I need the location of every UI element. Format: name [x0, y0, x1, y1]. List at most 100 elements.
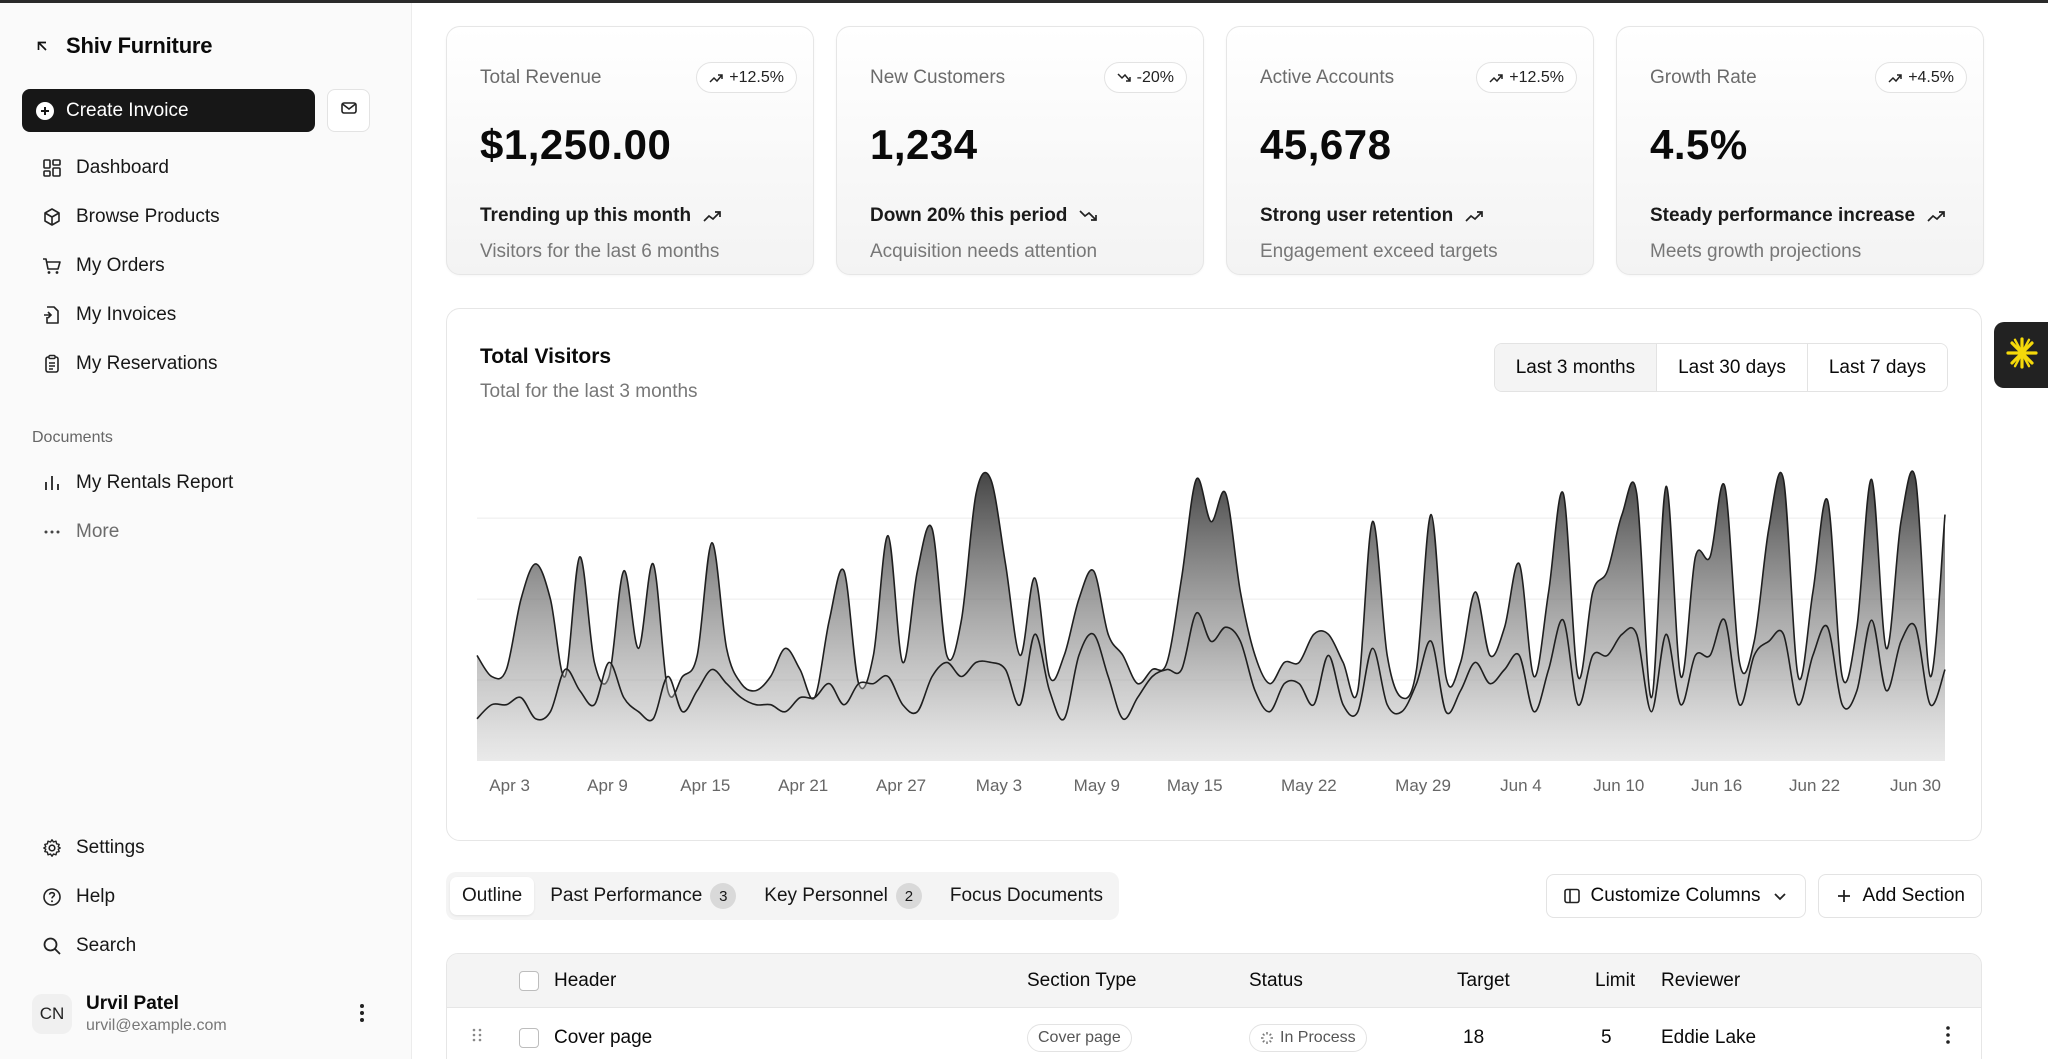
tab-key-personnel[interactable]: Key Personnel 2: [752, 877, 934, 915]
brand[interactable]: Shiv Furniture: [32, 33, 213, 59]
reviewer-value[interactable]: Eddie Lake: [1661, 1027, 1757, 1048]
avatar: CN: [32, 994, 72, 1034]
sidebar-item-help[interactable]: Help: [22, 872, 402, 921]
row-menu-icon[interactable]: [1941, 1024, 1955, 1052]
brand-name: Shiv Furniture: [66, 33, 213, 58]
sidebar-item-settings[interactable]: Settings: [22, 823, 402, 872]
card-value: 1,234: [870, 121, 978, 168]
x-tick-label: May 29: [1395, 776, 1451, 795]
tab-outline[interactable]: Outline: [450, 877, 535, 915]
sidebar-item-label: Browse Products: [76, 205, 220, 227]
tab-focus-documents[interactable]: Focus Documents: [938, 877, 1115, 915]
card-trend-text: Steady performance increase: [1650, 205, 1916, 226]
sidebar-item-browse-products[interactable]: Browse Products: [22, 192, 402, 241]
range-toggle-group: Last 3 months Last 30 days Last 7 days: [1493, 343, 1948, 392]
sidebar-item-label: My Rentals Report: [76, 471, 234, 493]
badge-value: -20%: [1136, 68, 1174, 86]
create-invoice-button[interactable]: Create Invoice: [22, 89, 315, 132]
clipboard-icon: [45, 354, 59, 373]
card-trend-text: Down 20% this period: [870, 205, 1068, 226]
sidebar-item-label: Help: [76, 885, 116, 907]
range-last-30-days[interactable]: Last 30 days: [1656, 344, 1807, 391]
more-icon: [44, 530, 60, 533]
trending-up-icon: [703, 211, 721, 222]
x-tick-label: Jun 4: [1500, 776, 1542, 795]
trending-up-icon: [1465, 211, 1484, 222]
stat-cards: Total Revenue +12.5% $1,250.00 Trending …: [446, 26, 1984, 275]
window-top-border: [0, 0, 2048, 3]
sidebar-item-my-reservations[interactable]: My Reservations: [22, 339, 402, 388]
sidebar-item-label: Search: [76, 934, 137, 956]
chart-title: Total Visitors: [480, 345, 612, 368]
user-name: Urvil Patel: [86, 993, 179, 1014]
stat-card-total-revenue: Total Revenue +12.5% $1,250.00 Trending …: [446, 26, 814, 275]
badge-value: +4.5%: [1908, 68, 1954, 86]
assistant-widget-button[interactable]: [1994, 322, 2048, 388]
column-header[interactable]: Limit: [1595, 969, 1636, 991]
card-subtext: Meets growth projections: [1650, 241, 1862, 262]
sidebar-item-my-orders[interactable]: My Orders: [22, 241, 402, 290]
columns-icon: [1563, 888, 1580, 904]
trending-up-icon: [1927, 211, 1945, 222]
create-invoice-label: Create Invoice: [66, 99, 189, 121]
row-header-link[interactable]: Cover page: [554, 1027, 653, 1048]
card-trend: Down 20% this period: [870, 205, 1098, 227]
column-header[interactable]: Reviewer: [1661, 969, 1741, 991]
card-trend: Steady performance increase: [1650, 205, 1945, 227]
column-header[interactable]: Section Type: [1027, 969, 1137, 991]
status-badge: In Process: [1249, 1024, 1367, 1052]
x-tick-label: Jun 22: [1789, 776, 1840, 795]
column-header[interactable]: Status: [1249, 969, 1303, 991]
documents-nav: My Rentals Report More: [22, 458, 402, 556]
badge-value: +12.5%: [1509, 68, 1564, 86]
kebab-menu-icon[interactable]: [352, 1001, 372, 1030]
status-text: In Process: [1280, 1029, 1356, 1046]
table-row: Cover page Cover page In Process 18 5 Ed…: [447, 1008, 1981, 1059]
sidebar-item-my-invoices[interactable]: My Invoices: [22, 290, 402, 339]
series-area-1: [477, 612, 1945, 761]
column-header[interactable]: Header: [554, 969, 617, 991]
target-value: 18: [1463, 1027, 1485, 1048]
add-section-button[interactable]: Add Section: [1817, 874, 1982, 918]
invoice-icon: [44, 305, 59, 324]
trending-up-icon: [709, 73, 724, 83]
sections-table: Header Section Type Status Target Limit …: [446, 953, 1982, 1059]
plus-icon: [1837, 890, 1850, 902]
x-tick-label: Jun 30: [1890, 776, 1941, 795]
range-last-7-days[interactable]: Last 7 days: [1806, 344, 1947, 391]
count-badge: 2: [895, 883, 922, 909]
sparkle-icon: [2004, 335, 2040, 376]
inbox-button[interactable]: [327, 89, 370, 132]
trending-up-icon: [1888, 73, 1902, 83]
x-tick-label: Apr 21: [778, 776, 828, 795]
sidebar-item-label: Dashboard: [76, 156, 169, 178]
tab-past-performance[interactable]: Past Performance 3: [538, 877, 748, 915]
cart-icon: [43, 257, 61, 274]
x-tick-label: May 3: [976, 776, 1022, 795]
card-trend: Strong user retention: [1260, 205, 1484, 227]
add-section-label: Add Section: [1862, 885, 1965, 906]
select-all-checkbox[interactable]: [519, 970, 539, 991]
arrow-up-left-icon: [32, 36, 52, 56]
column-header[interactable]: Target: [1457, 969, 1510, 991]
drag-handle-icon[interactable]: [471, 1027, 483, 1049]
sidebar-item-dashboard[interactable]: Dashboard: [22, 143, 402, 192]
card-trend-text: Trending up this month: [480, 205, 692, 226]
x-tick-label: Apr 9: [587, 776, 628, 795]
x-tick-label: Jun 16: [1691, 776, 1742, 795]
user-profile[interactable]: CN Urvil Patel urvil@example.com: [32, 993, 372, 1035]
visitors-area-chart: Apr 3 Apr 9 Apr 15 Apr 21 Apr 27 May 3 May 9 Ma…: [476, 470, 1946, 795]
dashboard-icon: [43, 158, 61, 177]
x-tick-label: May 15: [1167, 776, 1223, 795]
sidebar-item-search[interactable]: Search: [22, 921, 402, 970]
customize-columns-button[interactable]: Customize Columns: [1545, 874, 1806, 918]
trending-down-icon: [1079, 210, 1098, 221]
sidebar-item-my-rentals-report[interactable]: My Rentals Report: [22, 458, 402, 507]
sidebar-item-more[interactable]: More: [22, 507, 402, 556]
range-last-3-months[interactable]: Last 3 months: [1494, 344, 1657, 391]
sidebar-item-label: My Invoices: [76, 303, 177, 325]
row-checkbox[interactable]: [519, 1028, 539, 1048]
main-content: Total Revenue +12.5% $1,250.00 Trending …: [411, 3, 2048, 1059]
card-label: Total Revenue: [480, 67, 602, 88]
trend-badge: +12.5%: [696, 62, 797, 93]
